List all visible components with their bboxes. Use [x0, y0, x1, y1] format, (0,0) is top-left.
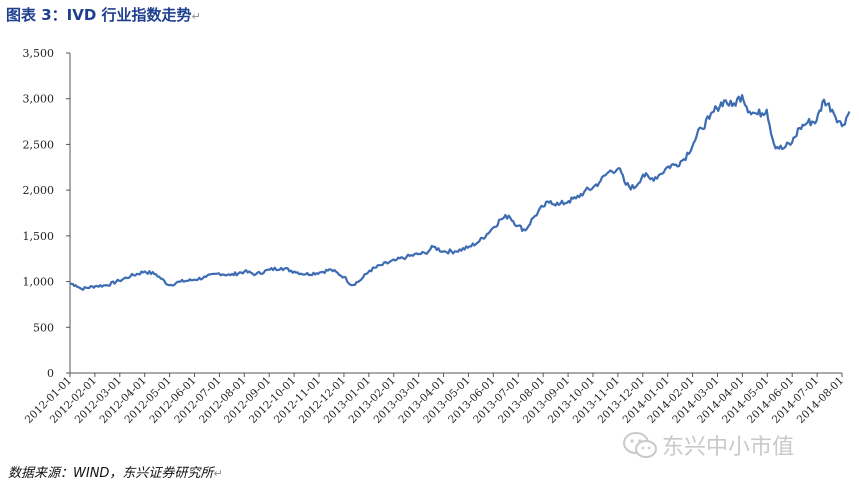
y-tick-label: 2,500: [23, 138, 55, 151]
paragraph-mark-icon: ↵: [191, 10, 201, 23]
y-tick-label: 3,500: [23, 47, 55, 60]
ivd-index-line: [69, 94, 851, 291]
watermark-text: 东兴中小市值: [662, 435, 795, 460]
y-axis-tick-labels: 0 500 1,000 1,500 2,000 2,500 3,000 3,500: [23, 47, 55, 380]
x-axis-tick-labels: 2012-01-012012-02-012012-03-012012-04-01…: [23, 375, 846, 426]
y-tick-label: 1,500: [23, 230, 55, 243]
figure-title-text: 图表 3：IVD 行业指数走势: [6, 6, 192, 24]
chart-axes: [66, 52, 843, 377]
figure-title: 图表 3：IVD 行业指数走势↵: [6, 4, 201, 25]
y-tick-label: 3,000: [23, 93, 55, 106]
watermark: 东兴中小市值: [622, 428, 794, 462]
data-source-note: 数据来源：WIND，东兴证券研究所↵: [8, 462, 223, 481]
wechat-icon: [623, 432, 657, 458]
data-source-text: 数据来源：WIND，东兴证券研究所: [8, 466, 214, 481]
paragraph-mark-icon: ↵: [213, 467, 223, 480]
y-tick-label: 0: [47, 367, 54, 380]
y-tick-label: 500: [33, 321, 54, 334]
y-tick-label: 1,000: [23, 276, 55, 289]
y-tick-label: 2,000: [23, 184, 55, 197]
